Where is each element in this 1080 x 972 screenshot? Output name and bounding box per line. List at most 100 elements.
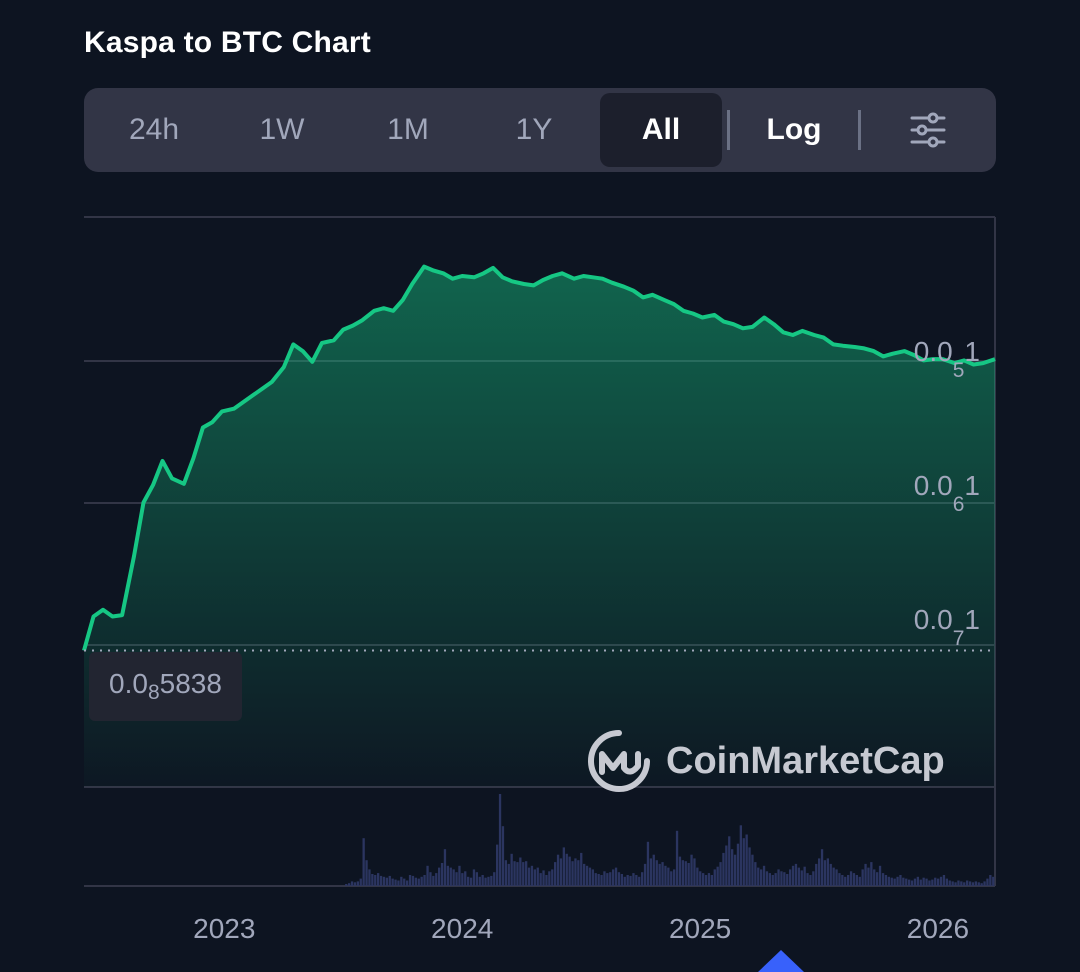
volume-bar xyxy=(939,876,943,886)
volume-bar xyxy=(554,862,557,886)
volume-bar xyxy=(408,875,412,886)
volume-bar xyxy=(852,873,856,886)
volume-bar xyxy=(620,874,623,886)
volume-bar xyxy=(516,862,519,886)
y-axis-labels: 0.051 0.061 0.071 xyxy=(914,336,980,650)
volume-bar xyxy=(757,867,760,886)
volume-bar xyxy=(649,858,652,886)
volume-bar xyxy=(568,856,571,886)
volume-bar xyxy=(835,869,838,886)
tab-1y[interactable]: 1Y xyxy=(515,113,553,146)
volume-bar xyxy=(789,869,792,886)
volume-bar xyxy=(496,844,499,886)
volume-bar xyxy=(449,867,452,886)
volume-bar xyxy=(826,858,829,886)
volume-bar xyxy=(722,852,725,886)
volume-bar xyxy=(667,867,670,886)
volume-bar xyxy=(432,875,435,886)
volume-bar xyxy=(844,876,847,886)
volume-bar xyxy=(771,875,774,886)
y-tick-label: 0.061 xyxy=(914,470,980,516)
volume-bar xyxy=(751,854,754,886)
volume-bar xyxy=(887,876,890,886)
volume-bar xyxy=(696,867,699,886)
timeframe-toolbar: 24h 1W 1M 1Y All Log xyxy=(84,88,996,172)
volume-bar xyxy=(658,863,661,886)
volume-bar xyxy=(971,882,975,886)
volume-bar xyxy=(588,867,592,886)
volume-bar xyxy=(591,869,594,886)
volume-bar xyxy=(786,874,789,886)
volume-bar xyxy=(391,878,394,886)
log-scale-toggle[interactable]: Log xyxy=(766,113,822,146)
volume-bar xyxy=(728,836,731,886)
volume-bar xyxy=(937,878,940,886)
volume-bar xyxy=(664,865,667,886)
volume-bar xyxy=(603,871,606,886)
volume-bar xyxy=(472,869,476,886)
range-marker-icon[interactable] xyxy=(758,950,804,972)
tab-1m[interactable]: 1M xyxy=(387,113,429,146)
volume-bar xyxy=(458,865,461,886)
volume-bar xyxy=(379,875,383,886)
volume-bar xyxy=(626,875,629,886)
watermark: CoinMarketCap xyxy=(586,726,945,796)
volume-bar xyxy=(536,867,539,886)
volume-bar xyxy=(966,880,969,886)
volume-bar xyxy=(368,869,371,886)
volume-bar xyxy=(527,867,531,886)
volume-bar xyxy=(623,876,626,886)
volume-bar xyxy=(913,878,917,886)
volume-bar xyxy=(353,882,357,886)
volume-bar xyxy=(655,860,658,886)
volume-bar xyxy=(765,871,769,886)
volume-bar xyxy=(510,853,513,886)
volume-bar xyxy=(643,863,647,886)
volume-bar xyxy=(893,878,896,886)
watermark-text: CoinMarketCap xyxy=(666,739,945,782)
volume-bar xyxy=(968,881,972,886)
volume-bar xyxy=(385,877,388,886)
volume-bar xyxy=(548,871,551,886)
volume-bar xyxy=(394,879,397,886)
volume-bar xyxy=(702,873,705,886)
volume-bar xyxy=(423,875,426,886)
volume-bar xyxy=(710,875,713,886)
volume-bar xyxy=(446,865,449,886)
volume-bar xyxy=(948,880,951,886)
volume-bar xyxy=(487,876,490,886)
volume-bar xyxy=(356,881,359,886)
volume-bar xyxy=(960,881,963,886)
current-price-prefix: 0.0 xyxy=(109,668,148,699)
volume-bar xyxy=(797,867,800,886)
y-tick-label: 0.051 xyxy=(914,336,980,382)
volume-bar xyxy=(661,862,664,886)
volume-bar xyxy=(719,862,722,886)
volume-bar xyxy=(870,862,873,886)
volume-bar xyxy=(545,875,548,886)
volume-bar xyxy=(974,881,977,886)
volume-bar xyxy=(455,872,458,886)
volume-bar xyxy=(362,838,365,886)
x-tick-label: 2026 xyxy=(907,913,969,944)
volume-bar xyxy=(992,876,995,886)
volume-bar xyxy=(565,853,568,886)
volume-bar xyxy=(371,874,374,886)
volume-bar xyxy=(426,865,429,886)
volume-bar xyxy=(438,867,441,886)
volume-bar xyxy=(501,826,505,886)
volume-bar xyxy=(635,875,638,886)
volume-bar xyxy=(690,854,693,886)
volume-bar xyxy=(594,873,597,886)
volume-bar xyxy=(429,872,432,886)
tab-all[interactable]: All xyxy=(600,93,722,167)
volume-bar xyxy=(414,877,417,886)
volume-bar xyxy=(919,879,922,886)
volume-bar xyxy=(963,882,966,886)
tab-24h[interactable]: 24h xyxy=(128,113,180,146)
tab-1w[interactable]: 1W xyxy=(259,113,305,146)
volume-bar xyxy=(829,863,832,886)
sliders-icon[interactable] xyxy=(906,108,950,152)
volume-bar xyxy=(571,861,574,886)
price-line xyxy=(82,264,996,652)
